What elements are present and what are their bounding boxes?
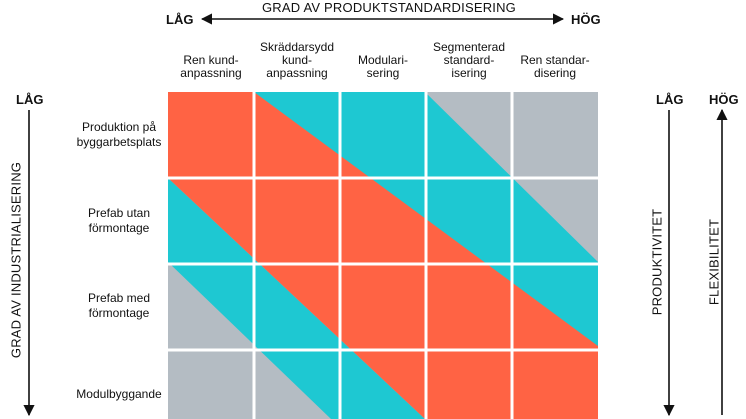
- column-header-line: standard-: [443, 53, 495, 67]
- column-header-line: kund-: [281, 53, 313, 67]
- column-header-3: Modulari-sering: [340, 54, 426, 80]
- row-header-line: förmontage: [88, 306, 150, 320]
- top-axis-title: GRAD AV PRODUKTSTANDARDISERING: [262, 0, 516, 15]
- row-header-3: Prefab med förmontage: [44, 291, 194, 321]
- left-axis-low-label: LÅG: [16, 92, 44, 107]
- column-header-line: Ren standar-: [520, 53, 590, 67]
- column-header-line: Ren kund-: [183, 53, 239, 67]
- row-header-line: byggarbetsplats: [76, 135, 162, 149]
- top-axis-high-label: HÖG: [571, 12, 601, 27]
- row-header-line: Prefab med: [87, 291, 151, 305]
- row-header-1: Produktion på byggarbetsplats: [44, 120, 194, 150]
- column-header-line: anpassning: [180, 66, 242, 80]
- band-orange: [168, 92, 598, 419]
- column-header-line: Segmenterad: [432, 40, 506, 54]
- column-header-line: Modulari-: [357, 53, 408, 67]
- column-header-line: sering: [366, 66, 400, 80]
- column-header-line: anpassning: [266, 66, 328, 80]
- row-header-line: Produktion på: [81, 120, 157, 134]
- column-header-line: disering: [533, 66, 577, 80]
- column-header-4: Segmenterad standard-isering: [426, 41, 512, 80]
- row-header-line: Prefab utan: [87, 206, 151, 220]
- column-header-2: Skräddarsydd kund-anpassning: [254, 41, 340, 80]
- row-header-4: Modulbyggande: [44, 387, 194, 402]
- column-header-5: Ren standar-disering: [512, 54, 598, 80]
- right-axis-low-label: LÅG: [656, 92, 684, 107]
- column-header-line: Skräddarsydd: [259, 40, 335, 54]
- matrix-grid: [168, 92, 598, 419]
- column-header-line: isering: [451, 66, 487, 80]
- row-header-2: Prefab utan förmontage: [44, 206, 194, 236]
- matrix-bands: [168, 92, 598, 419]
- top-axis-low-label: LÅG: [166, 12, 194, 27]
- row-header-line: förmontage: [88, 221, 150, 235]
- right-axis-high-label: HÖG: [709, 92, 739, 107]
- column-header-1: Ren kund-anpassning: [168, 54, 254, 80]
- row-header-line: Modulbyggande: [76, 386, 162, 401]
